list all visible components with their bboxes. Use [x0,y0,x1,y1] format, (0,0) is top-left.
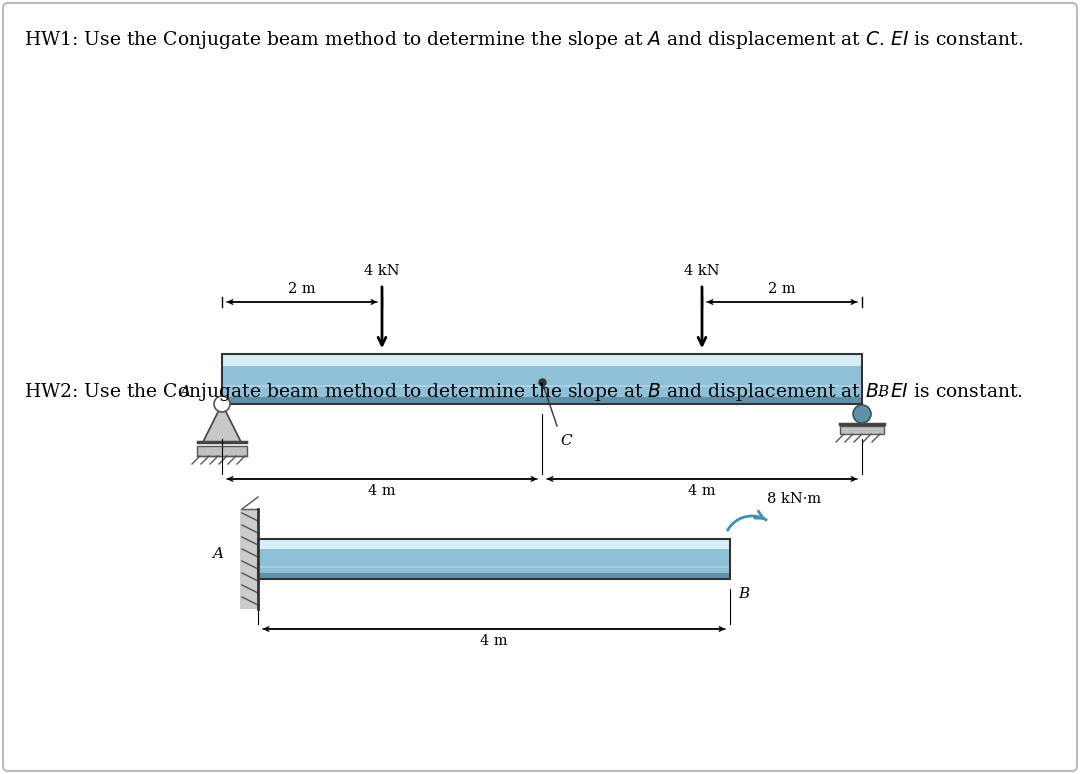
Text: A: A [212,547,222,561]
Bar [258,573,730,579]
Text: 4 kN: 4 kN [364,264,400,278]
Bar [258,539,730,579]
Text: 2 m: 2 m [288,282,315,296]
Text: 2 m: 2 m [768,282,796,296]
Text: 4 kN: 4 kN [685,264,719,278]
Bar [222,354,862,404]
Text: B: B [738,587,750,601]
Bar [222,354,862,366]
Text: 4 m: 4 m [688,484,716,498]
Circle shape [853,405,870,423]
Bar [222,397,862,404]
Bar [240,509,258,609]
Circle shape [214,396,230,412]
Text: 4 m: 4 m [368,484,395,498]
Bar [197,446,247,456]
Bar [258,545,730,573]
Text: B: B [877,385,888,399]
Text: C: C [561,434,571,448]
Text: HW2: Use the Conjugate beam method to determine the slope at $\mathit{B}$ and di: HW2: Use the Conjugate beam method to de… [24,381,1023,402]
Text: A: A [179,385,190,399]
FancyBboxPatch shape [3,3,1077,771]
Bar [258,539,730,549]
Polygon shape [203,404,241,442]
Text: 4 m: 4 m [481,634,508,648]
Bar [840,426,885,434]
Text: HW1: Use the Conjugate beam method to determine the slope at $\mathit{A}$ and di: HW1: Use the Conjugate beam method to de… [24,29,1023,50]
Text: 8 kN·m: 8 kN·m [767,492,821,506]
Bar [222,361,862,397]
